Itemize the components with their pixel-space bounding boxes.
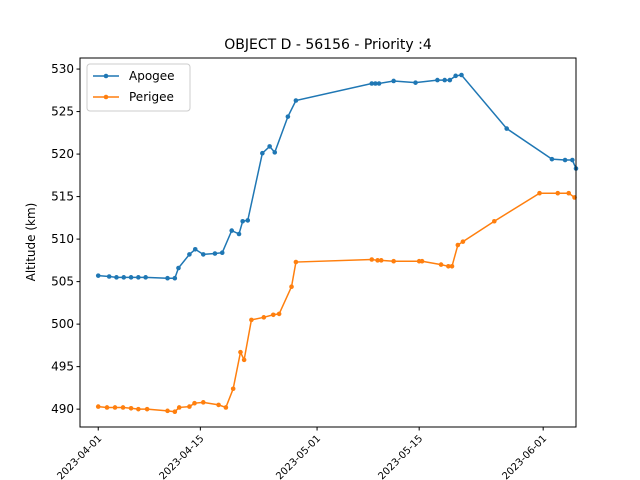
perigee-point — [200, 400, 206, 405]
perigee-point — [555, 190, 561, 196]
perigee-point — [270, 312, 276, 318]
perigee-point — [369, 257, 375, 262]
apogee-point — [442, 77, 448, 83]
y-tick-label: 520 — [51, 147, 74, 161]
apogee-point — [293, 98, 299, 103]
apogee-point — [447, 77, 453, 83]
apogee-point — [236, 231, 242, 237]
perigee-point — [276, 311, 282, 317]
perigee-point — [289, 284, 294, 290]
perigee-point — [216, 402, 221, 408]
apogee-point — [373, 81, 378, 86]
apogee-point — [136, 275, 141, 280]
apogee-point — [562, 157, 568, 163]
apogee-point — [172, 275, 178, 281]
apogee-point — [165, 275, 170, 281]
apogee-point — [176, 265, 181, 271]
perigee-point — [438, 262, 444, 267]
apogee-point — [187, 252, 192, 257]
y-tick-label: 505 — [51, 275, 74, 289]
perigee-point — [128, 405, 134, 411]
perigee-point — [187, 404, 192, 409]
apogee-point — [260, 150, 265, 156]
y-tick-label: 515 — [51, 190, 74, 204]
perigee-point — [165, 408, 170, 414]
y-axis-label: Altitude (km) — [24, 203, 38, 282]
perigee-point — [95, 404, 101, 409]
perigee-point — [455, 242, 461, 248]
perigee-point — [176, 405, 182, 410]
perigee-point — [446, 264, 451, 269]
apogee-point — [219, 250, 225, 256]
apogee-point — [143, 275, 148, 280]
apogee-point — [285, 114, 291, 119]
apogee-point — [272, 150, 278, 155]
chart-title: OBJECT D - 56156 - Priority :4 — [224, 37, 432, 53]
apogee-point — [413, 80, 418, 85]
perigee-point — [192, 400, 197, 406]
apogee-point — [212, 251, 218, 256]
apogee-point — [453, 73, 458, 79]
apogee-point — [391, 78, 396, 84]
apogee-point — [549, 156, 555, 162]
legend-perigee-marker — [103, 94, 109, 100]
apogee-point — [192, 247, 198, 252]
apogee-point — [106, 274, 112, 279]
apogee-point — [114, 275, 119, 280]
legend-apogee-label: Apogee — [129, 69, 175, 83]
legend: Apogee Perigee — [86, 63, 191, 112]
apogee-point — [369, 81, 375, 86]
y-tick-label: 490 — [51, 402, 74, 416]
perigee-point — [172, 409, 178, 414]
perigee-point — [492, 218, 497, 224]
perigee-point — [238, 349, 243, 355]
apogee-point — [200, 252, 206, 257]
perigee-point — [293, 259, 299, 265]
y-tick-label: 510 — [51, 232, 74, 246]
apogee-point — [459, 72, 464, 78]
perigee-point — [120, 405, 126, 410]
perigee-point — [460, 239, 466, 244]
perigee-point — [223, 405, 229, 410]
perigee-point — [378, 258, 384, 263]
apogee-point — [128, 275, 134, 280]
perigee-point — [537, 190, 542, 196]
legend-apogee-marker — [103, 73, 109, 79]
perigee-point — [144, 406, 150, 412]
perigee-point — [249, 317, 254, 323]
y-tick-label: 495 — [51, 360, 74, 374]
perigee-point — [375, 258, 380, 263]
apogee-point — [267, 144, 272, 149]
perigee-point — [112, 405, 118, 410]
perigee-point — [419, 258, 425, 264]
apogee-point — [95, 273, 101, 278]
perigee-point — [230, 386, 236, 392]
perigee-point — [136, 406, 141, 412]
apogee-point — [504, 126, 510, 131]
y-tick-label: 530 — [51, 62, 74, 76]
apogee-point — [570, 157, 575, 163]
perigee-point — [261, 315, 267, 320]
y-tick-label: 525 — [51, 105, 74, 119]
perigee-point — [104, 405, 110, 410]
apogee-point — [245, 218, 251, 223]
legend-perigee-label: Perigee — [129, 90, 174, 104]
perigee-point — [566, 190, 572, 196]
perigee-point — [391, 258, 396, 264]
y-tick-label: 500 — [51, 317, 74, 331]
apogee-point — [229, 228, 235, 233]
perigee-point — [241, 357, 247, 363]
perigee-line — [98, 192, 575, 413]
apogee-point — [240, 218, 245, 224]
perigee-point — [449, 264, 455, 269]
plot-area-frame — [79, 57, 577, 428]
apogee-point — [376, 81, 382, 86]
apogee-point — [435, 77, 440, 83]
apogee-point — [121, 275, 127, 280]
